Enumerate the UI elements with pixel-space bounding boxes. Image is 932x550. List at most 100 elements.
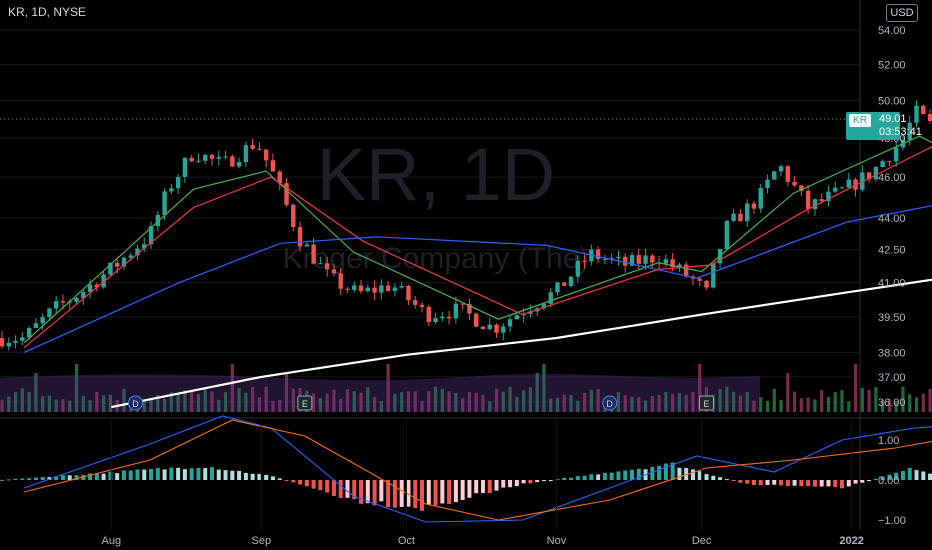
volume-bar <box>542 364 546 412</box>
candle-body <box>582 260 587 262</box>
moving-average-line <box>23 205 932 353</box>
macd-histogram-bar <box>528 480 533 484</box>
volume-bar <box>481 394 485 412</box>
candle-body <box>826 191 831 201</box>
macd-histogram-bar <box>325 480 330 493</box>
volume-bar <box>718 389 722 412</box>
volume-bar <box>522 390 526 412</box>
candle-body <box>60 301 66 303</box>
candle-body <box>318 263 323 265</box>
macd-histogram-bar <box>704 474 709 480</box>
volume-bar <box>54 399 58 412</box>
volume-bar <box>420 400 424 412</box>
volume-bar <box>88 400 92 412</box>
volume-bar <box>440 388 444 412</box>
candle-body <box>751 203 757 209</box>
volume-bar <box>339 398 343 412</box>
macd-histogram-bar <box>467 480 472 498</box>
volume-bar <box>508 386 512 412</box>
volume-bar <box>874 387 878 412</box>
macd-histogram-bar <box>447 480 452 505</box>
volume-bar <box>379 401 383 412</box>
volume-bar <box>474 392 478 412</box>
price-tag-symbol: KR <box>849 114 871 127</box>
candle-body <box>13 340 18 343</box>
volume-bar <box>786 373 790 412</box>
macd-histogram-bar <box>826 480 831 487</box>
macd-histogram-bar <box>13 478 18 480</box>
price-tick-label: 54.00 <box>878 25 906 37</box>
candle-body <box>711 263 716 288</box>
macd-histogram-bar <box>738 480 743 483</box>
candle-body <box>819 199 824 201</box>
macd-histogram-bar <box>582 475 587 480</box>
volume-bar <box>413 391 417 412</box>
volume-bar <box>122 388 126 412</box>
macd-histogram-bar <box>833 480 838 488</box>
candle-body <box>528 311 533 314</box>
volume-bar <box>582 392 587 412</box>
macd-histogram-bar <box>67 475 72 480</box>
volume-bar <box>826 396 831 412</box>
macd-histogram-bar <box>514 480 519 487</box>
volume-bar <box>806 397 810 412</box>
candle-body <box>650 255 655 263</box>
price-tick-label: 50.00 <box>878 96 906 108</box>
macd-histogram-bar <box>426 480 431 505</box>
macd-histogram-bar <box>487 480 492 494</box>
candle-body <box>250 145 255 149</box>
macd-histogram-bar <box>135 469 140 480</box>
macd-histogram-bar <box>779 480 784 486</box>
candle-body <box>697 278 702 281</box>
candle-body <box>304 244 310 247</box>
volume-bar <box>230 364 234 412</box>
volume-bar <box>433 386 438 412</box>
volume-bar <box>914 397 919 412</box>
volume-bar <box>528 387 532 412</box>
volume-bar <box>555 397 560 412</box>
macd-histogram-bar <box>650 466 655 480</box>
time-tick-label: Oct <box>398 535 415 547</box>
time-tick-label: Dec <box>692 535 712 547</box>
volume-bar <box>27 391 31 412</box>
candle-body <box>372 287 377 293</box>
price-tick-label: 38.00 <box>878 347 906 359</box>
price-axis: 54.0052.0050.0048.0046.0044.0042.5041.00… <box>878 25 906 527</box>
currency-button[interactable]: USD <box>886 4 918 22</box>
macd-histogram-bar <box>453 480 458 503</box>
volume-bar <box>887 398 892 412</box>
macd-histogram-bar <box>799 480 804 487</box>
macd-histogram-bar <box>663 463 668 480</box>
macd-histogram-bar <box>277 478 282 480</box>
macd-histogram-bar <box>677 467 682 480</box>
macd-histogram-bar <box>298 480 303 485</box>
volume-bar <box>501 391 505 412</box>
macd-histogram-bar <box>331 480 336 497</box>
macd-histogram-bar <box>338 480 343 499</box>
candle-body <box>446 316 452 319</box>
macd-histogram-bar <box>474 480 479 494</box>
candle-body <box>284 183 289 205</box>
candles <box>0 100 932 351</box>
volume-bar <box>813 399 817 412</box>
candle-body <box>209 154 215 159</box>
macd-histogram-bar <box>291 480 296 483</box>
volume-bar <box>725 386 729 412</box>
macd-histogram-bar <box>108 471 113 480</box>
macd-histogram-bar <box>772 480 777 485</box>
volume-bar <box>41 396 45 412</box>
candle-body <box>744 203 750 222</box>
candle-body <box>189 157 194 162</box>
macd-histogram-bar <box>149 469 154 480</box>
volume-bar <box>657 395 661 412</box>
earnings-marker <box>698 395 714 411</box>
macd-histogram-bar <box>921 471 926 480</box>
candle-body <box>196 160 201 162</box>
volume-bars <box>0 364 932 412</box>
macd-histogram-bar <box>494 480 499 491</box>
macd-histogram-bar <box>0 479 4 481</box>
macd-histogram-bar <box>40 477 45 480</box>
volume-bar <box>860 387 864 412</box>
candle-body <box>494 324 499 333</box>
